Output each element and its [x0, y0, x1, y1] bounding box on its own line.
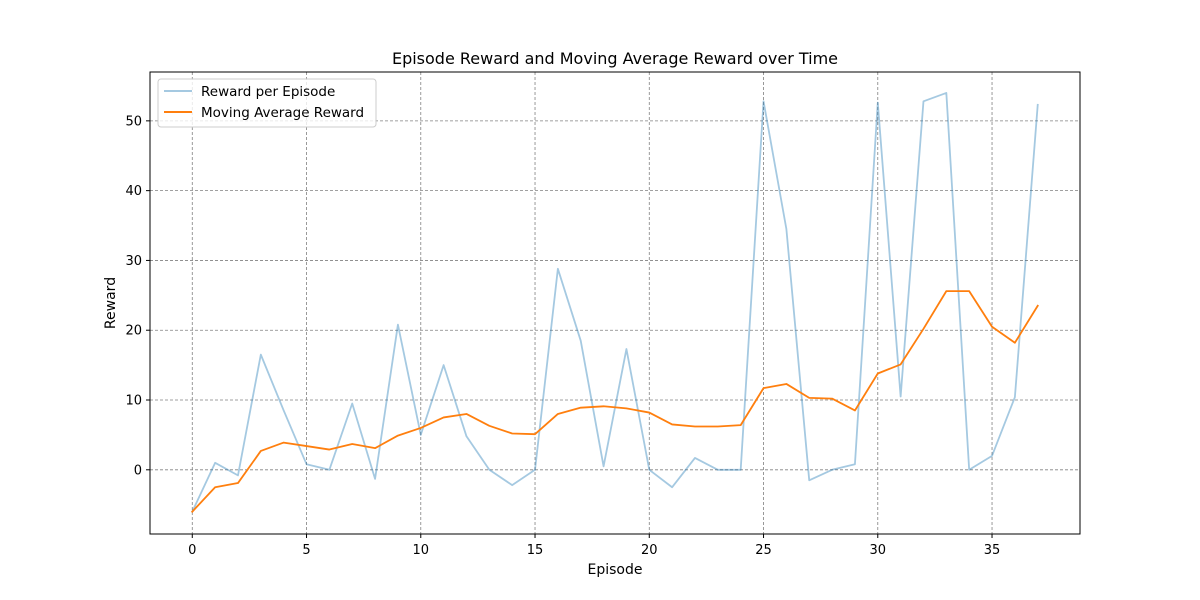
y-axis-title: Reward — [103, 277, 119, 329]
y-tick-label: 50 — [125, 114, 142, 129]
y-tick-label: 0 — [134, 463, 142, 478]
series-line-moving-average-reward — [190, 290, 1039, 513]
legend-label-moving-average: Moving Average Reward — [201, 105, 364, 121]
x-tick-label: 5 — [302, 543, 310, 558]
x-tick-label: 25 — [755, 543, 772, 558]
x-tick-label: 15 — [527, 543, 544, 558]
series-layer — [190, 92, 1039, 513]
y-tick-label: 40 — [125, 184, 142, 199]
chart-title: Episode Reward and Moving Average Reward… — [392, 49, 838, 68]
legend: Reward per Episode Moving Average Reward — [157, 78, 377, 128]
grid — [150, 72, 1080, 534]
x-tick-label: 0 — [188, 543, 196, 558]
x-tick-label: 20 — [641, 543, 658, 558]
axis-ticks: 0 5 10 15 20 25 30 35 0 10 20 30 40 50 — [125, 114, 1000, 558]
y-tick-label: 30 — [125, 254, 142, 269]
plot-frame — [149, 71, 1081, 535]
x-axis-title: Episode — [588, 562, 643, 578]
x-tick-label: 30 — [870, 543, 887, 558]
y-tick-label: 10 — [125, 394, 142, 409]
x-tick-label: 10 — [413, 543, 430, 558]
x-tick-label: 35 — [984, 543, 1001, 558]
legend-box — [157, 78, 377, 128]
y-tick-label: 20 — [125, 324, 142, 339]
legend-label-reward-per-episode: Reward per Episode — [201, 84, 335, 100]
